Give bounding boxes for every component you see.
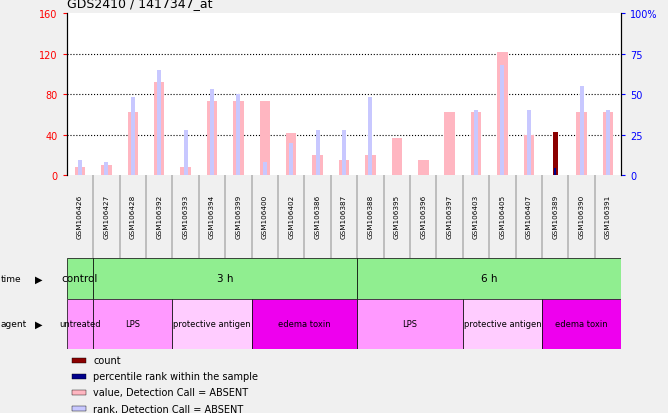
Bar — [369, 98, 372, 176]
Bar — [342, 131, 346, 176]
Bar — [391, 138, 402, 176]
Bar — [94, 299, 172, 349]
Bar — [157, 71, 161, 176]
Text: GSM106393: GSM106393 — [182, 195, 188, 239]
Bar — [72, 406, 86, 411]
Text: GSM106403: GSM106403 — [473, 195, 479, 239]
Bar — [339, 160, 349, 176]
Text: time: time — [1, 274, 21, 283]
Bar — [233, 102, 244, 176]
Bar — [527, 111, 531, 176]
Text: value, Detection Call = ABSENT: value, Detection Call = ABSENT — [94, 387, 248, 397]
Bar — [365, 155, 375, 176]
Text: ▶: ▶ — [35, 274, 42, 284]
Bar — [313, 155, 323, 176]
Text: untreated: untreated — [59, 320, 101, 329]
Bar — [210, 90, 214, 176]
Text: GSM106386: GSM106386 — [315, 195, 321, 239]
Text: GSM106428: GSM106428 — [130, 195, 136, 239]
Bar — [184, 131, 188, 176]
Text: ▶: ▶ — [35, 319, 42, 329]
Bar — [497, 53, 508, 176]
Text: GDS2410 / 1417347_at: GDS2410 / 1417347_at — [67, 0, 212, 10]
Text: rank, Detection Call = ABSENT: rank, Detection Call = ABSENT — [94, 404, 244, 413]
Bar — [524, 135, 534, 176]
Text: GSM106396: GSM106396 — [420, 195, 426, 239]
Text: LPS: LPS — [126, 320, 140, 329]
Text: count: count — [94, 356, 121, 366]
Text: percentile rank within the sample: percentile rank within the sample — [94, 372, 259, 382]
Bar — [128, 113, 138, 176]
Text: GSM106427: GSM106427 — [104, 195, 110, 239]
Bar — [67, 299, 94, 349]
Text: control: control — [62, 274, 98, 284]
Bar — [94, 258, 357, 299]
Bar — [357, 299, 463, 349]
Text: GSM106395: GSM106395 — [394, 195, 400, 239]
Text: protective antigen: protective antigen — [464, 320, 541, 329]
Bar — [72, 390, 86, 395]
Bar — [576, 113, 587, 176]
Text: GSM106394: GSM106394 — [209, 195, 215, 239]
Bar — [463, 299, 542, 349]
Bar — [252, 299, 357, 349]
Bar — [418, 160, 428, 176]
Bar — [542, 299, 621, 349]
Text: agent: agent — [1, 320, 27, 329]
Bar — [263, 163, 267, 176]
Bar — [260, 102, 270, 176]
Bar — [180, 168, 191, 176]
Bar — [500, 66, 504, 176]
Bar — [206, 102, 217, 176]
Bar — [67, 258, 94, 299]
Bar — [154, 83, 164, 176]
Bar — [554, 169, 556, 176]
Bar — [606, 111, 610, 176]
Text: GSM106397: GSM106397 — [447, 195, 453, 239]
Text: GSM106399: GSM106399 — [235, 195, 241, 239]
Text: LPS: LPS — [403, 320, 418, 329]
Bar — [78, 161, 82, 176]
Text: GSM106407: GSM106407 — [526, 195, 532, 239]
Text: GSM106400: GSM106400 — [262, 195, 268, 239]
Text: 3 h: 3 h — [217, 274, 233, 284]
Text: GSM106387: GSM106387 — [341, 195, 347, 239]
Bar — [286, 133, 297, 176]
Bar — [236, 95, 240, 176]
Bar — [104, 163, 108, 176]
Text: GSM106405: GSM106405 — [500, 195, 506, 239]
Text: GSM106426: GSM106426 — [77, 195, 83, 239]
Bar — [72, 358, 86, 363]
Text: GSM106391: GSM106391 — [605, 195, 611, 239]
Bar — [289, 143, 293, 176]
Text: GSM106390: GSM106390 — [578, 195, 584, 239]
Bar — [471, 113, 482, 176]
Bar — [552, 132, 558, 176]
Bar — [444, 113, 455, 176]
Text: edema toxin: edema toxin — [555, 320, 608, 329]
Text: GSM106388: GSM106388 — [367, 195, 373, 239]
Text: GSM106389: GSM106389 — [552, 195, 558, 239]
Bar — [172, 299, 252, 349]
Text: edema toxin: edema toxin — [278, 320, 331, 329]
Bar — [75, 168, 86, 176]
Bar — [72, 374, 86, 379]
Bar — [357, 258, 621, 299]
Bar — [580, 87, 584, 176]
Text: GSM106392: GSM106392 — [156, 195, 162, 239]
Text: GSM106402: GSM106402 — [288, 195, 294, 239]
Bar — [316, 131, 319, 176]
Text: protective antigen: protective antigen — [173, 320, 250, 329]
Bar — [131, 98, 135, 176]
Text: 6 h: 6 h — [481, 274, 498, 284]
Bar — [603, 113, 613, 176]
Bar — [101, 166, 112, 176]
Bar — [474, 111, 478, 176]
